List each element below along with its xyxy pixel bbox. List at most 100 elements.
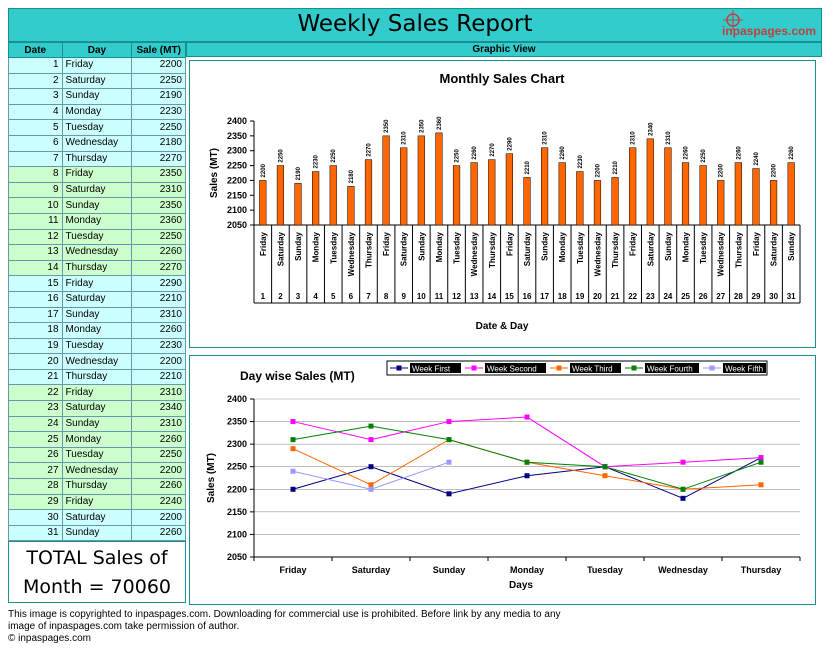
- data-point: [446, 459, 452, 465]
- cell-date: 29: [8, 493, 63, 511]
- data-label: 2260: [472, 146, 478, 160]
- cell-sale: 2230: [131, 103, 186, 121]
- bar: [699, 165, 707, 226]
- category-date-label: 26: [699, 292, 708, 301]
- x-tick-label: Friday: [279, 565, 306, 575]
- table-row: 20 Wednesday 2200: [8, 353, 186, 370]
- chart-title: Day wise Sales (MT): [240, 369, 355, 383]
- category-day-label: Tuesday: [576, 231, 585, 263]
- sales-table-container: Date Day Sale (MT) 1 Friday 2200 2 Saturday 2…: [8, 42, 186, 542]
- cell-day: Thursday: [61, 150, 133, 168]
- category-date-label: 1: [261, 292, 266, 301]
- cell-day: Tuesday: [61, 337, 133, 355]
- bar: [417, 135, 425, 226]
- cell-sale: 2190: [131, 88, 186, 105]
- cell-sale: 2290: [131, 275, 186, 292]
- category-date-label: 14: [487, 292, 496, 301]
- y-tick-label: 2300: [227, 439, 247, 449]
- cell-day: Tuesday: [61, 228, 133, 246]
- table-row: 4 Monday 2230: [8, 103, 186, 121]
- cell-day: Tuesday: [61, 446, 133, 464]
- cell-sale: 2180: [131, 134, 186, 152]
- y-tick-label: 2050: [227, 220, 247, 230]
- data-label: 2260: [560, 146, 566, 160]
- cell-sale: 2200: [131, 57, 186, 74]
- cell-sale: 2270: [131, 259, 186, 277]
- bar: [364, 159, 373, 226]
- cell-sale: 2240: [131, 493, 186, 511]
- cell-day: Friday: [61, 384, 133, 402]
- data-label: 2360: [437, 116, 443, 130]
- category-day-label: Sunday: [417, 231, 426, 260]
- y-axis-label: Sales (MT): [209, 148, 220, 198]
- bar: [769, 180, 778, 226]
- cell-day: Wednesday: [61, 462, 133, 480]
- category-day-label: Saturday: [523, 231, 532, 266]
- table-row: 6 Wednesday 2180: [8, 134, 186, 152]
- data-point: [524, 414, 530, 420]
- data-label: 2200: [595, 163, 601, 177]
- data-label: 2210: [525, 160, 531, 174]
- bar: [505, 153, 513, 226]
- category-date-label: 21: [611, 292, 620, 301]
- table-row: 18 Monday 2260: [8, 322, 186, 339]
- category-day-label: Thursday: [364, 231, 373, 268]
- category-day-label: Monday: [312, 231, 321, 262]
- category-day-label: Friday: [259, 231, 268, 256]
- bar: [400, 147, 408, 226]
- data-label: 2310: [666, 131, 672, 145]
- legend-label-bg: [723, 363, 766, 373]
- category-day-label: Sunday: [294, 231, 303, 260]
- cell-day: Saturday: [61, 72, 133, 90]
- category-day-label: Saturday: [646, 231, 655, 266]
- copyright-notice: This image is copyrighted to inpaspages.…: [8, 609, 628, 645]
- cell-date: 1: [8, 57, 63, 74]
- legend-label-bg: [485, 363, 546, 373]
- bar: [664, 147, 672, 226]
- cell-date: 19: [8, 337, 63, 355]
- table-row: 14 Thursday 2270: [8, 259, 186, 277]
- cell-date: 9: [8, 181, 63, 199]
- col-header-date: Date: [8, 42, 63, 58]
- category-date-label: 2: [278, 292, 283, 301]
- table-row: 26 Tuesday 2250: [8, 446, 186, 464]
- table-row: 16 Saturday 2210: [8, 290, 186, 308]
- page-title: Weekly Sales Report: [297, 11, 533, 37]
- data-point: [368, 437, 374, 443]
- cell-day: Monday: [61, 103, 133, 121]
- cell-day: Friday: [61, 57, 133, 74]
- bar: [752, 168, 760, 226]
- logo: inpaspages.com: [718, 10, 816, 42]
- data-label: 2250: [331, 149, 337, 163]
- data-label: 2270: [366, 143, 372, 157]
- category-day-label: Wednesday: [593, 231, 602, 276]
- data-label: 2350: [384, 119, 390, 133]
- category-day-label: Sunday: [541, 231, 550, 260]
- table-row: 31 Sunday 2260: [8, 524, 186, 542]
- category-day-label: Sunday: [787, 231, 796, 260]
- category-day-label: Monday: [558, 231, 567, 262]
- category-day-label: Wednesday: [347, 231, 356, 276]
- category-day-label: Thursday: [611, 231, 620, 268]
- data-label: 2250: [701, 149, 707, 163]
- category-date-label: 9: [401, 292, 406, 301]
- category-date-label: 4: [313, 292, 318, 301]
- category-day-label: Thursday: [488, 231, 497, 268]
- cell-date: 12: [8, 228, 63, 246]
- x-tick-label: Wednesday: [658, 565, 708, 575]
- y-tick-label: 2150: [227, 507, 247, 517]
- category-day-label: Tuesday: [699, 231, 708, 263]
- category-day-label: Thursday: [734, 231, 743, 268]
- bar: [787, 162, 795, 226]
- category-date-label: 16: [523, 292, 532, 301]
- bar: [629, 147, 637, 226]
- y-axis-label: Sales (MT): [206, 453, 217, 503]
- table-row: 7 Thursday 2270: [8, 150, 186, 168]
- cell-sale: 2340: [131, 400, 186, 417]
- table-row: 22 Friday 2310: [8, 384, 186, 402]
- table-row: 8 Friday 2350: [8, 166, 186, 183]
- category-date-label: 20: [593, 292, 602, 301]
- table-row: 21 Thursday 2210: [8, 368, 186, 386]
- cell-day: Friday: [61, 493, 133, 511]
- bar: [382, 135, 390, 226]
